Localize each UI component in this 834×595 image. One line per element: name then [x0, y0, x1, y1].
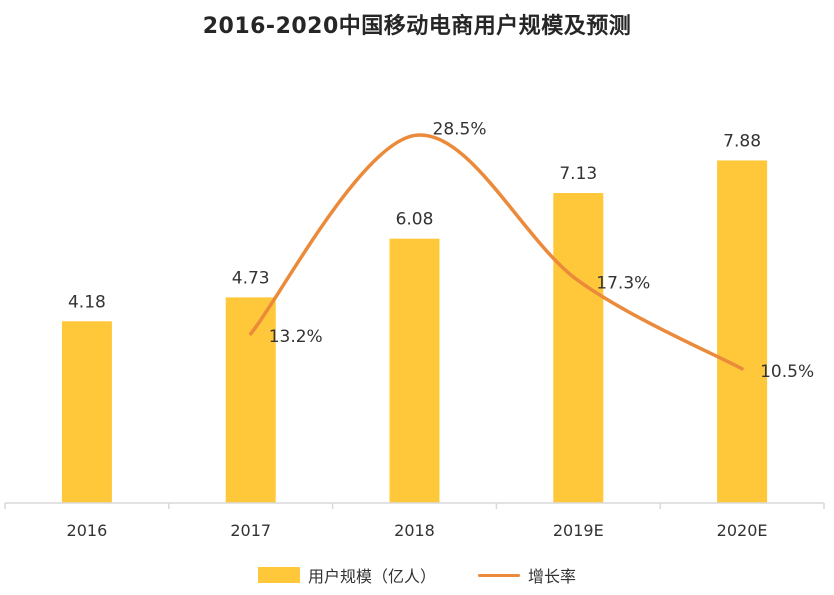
legend-item-line[interactable]: 增长率 [478, 563, 576, 587]
labels-layer: 4.18 2016 4.73 2017 6.08 2018 7.13 2019E 7.88 202… [67, 119, 815, 540]
line-value-label: 28.5% [433, 119, 487, 139]
x-tick-label: 2019E [553, 521, 604, 540]
legend-item-bar[interactable]: 用户规模（亿人） [257, 563, 436, 587]
bars-layer [61, 160, 768, 503]
axis-layer [4, 502, 825, 509]
growth-rate-line [248, 133, 744, 371]
bar-value-label: 4.73 [232, 268, 270, 288]
legend-line-label: 增长率 [528, 567, 577, 586]
legend-line-swatch [478, 573, 520, 577]
line-value-label: 10.5% [760, 362, 814, 382]
legend-bar-label: 用户规模（亿人） [307, 567, 436, 586]
line-value-label: 13.2% [269, 327, 323, 347]
bar-2018 [389, 238, 440, 503]
x-tick-label: 2017 [230, 521, 271, 540]
bar-2019E [553, 193, 604, 503]
legend-bar-swatch [257, 567, 300, 583]
x-tick-label: 2018 [394, 521, 435, 540]
bar-2016 [61, 321, 112, 503]
bar-value-label: 4.18 [68, 292, 106, 312]
chart-title: 2016-2020中国移动电商用户规模及预测 [202, 14, 632, 39]
bar-value-label: 6.08 [396, 210, 434, 230]
bar-value-label: 7.88 [723, 131, 761, 151]
bar-value-label: 7.13 [559, 164, 597, 184]
x-tick-label: 2016 [67, 521, 108, 540]
line-layer [248, 133, 744, 371]
line-value-label: 17.3% [596, 274, 650, 294]
legend: 用户规模（亿人） 增长率 [0, 563, 834, 587]
x-tick-label: 2020E [717, 521, 768, 540]
bar-2020E [717, 160, 768, 503]
